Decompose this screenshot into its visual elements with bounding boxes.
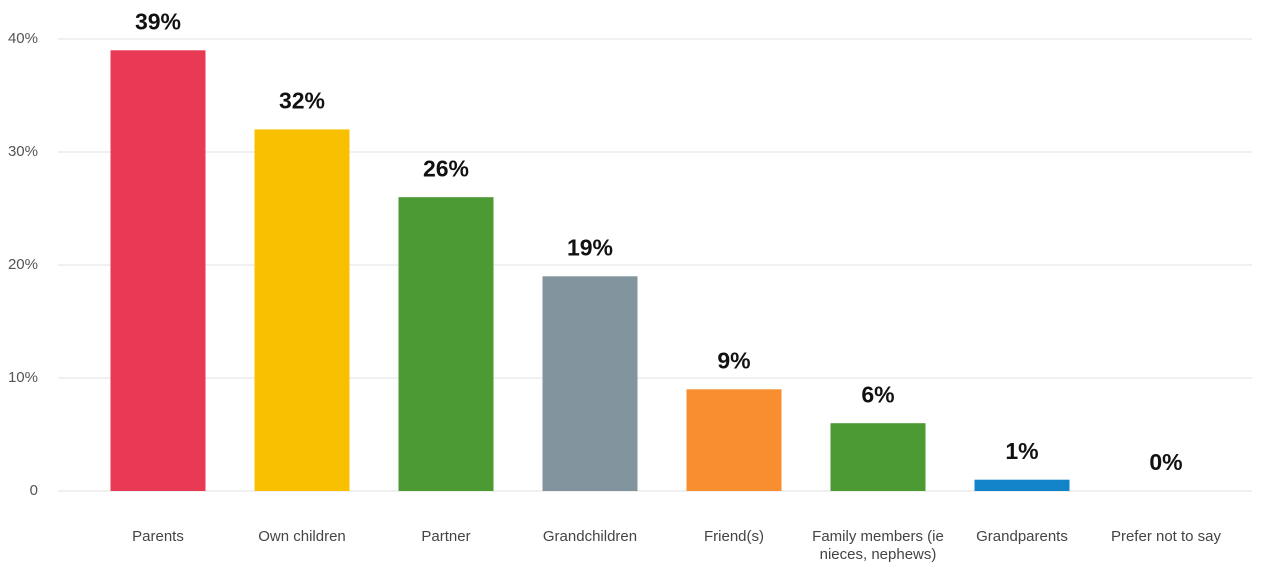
value-label: 0%: [1149, 449, 1182, 475]
x-tick-label: Partner: [421, 528, 471, 545]
value-label: 39%: [135, 8, 181, 34]
value-label: 6%: [861, 381, 894, 407]
bar: [542, 276, 638, 491]
value-label: 9%: [717, 347, 750, 373]
x-tick-label: Friend(s): [703, 528, 764, 545]
value-label: 1%: [1005, 438, 1038, 464]
bar: [974, 479, 1070, 491]
x-tick-label: Grandchildren: [542, 528, 638, 545]
y-tick-label: 0: [30, 482, 38, 499]
bar: [398, 197, 494, 491]
y-tick-label: 30%: [8, 143, 38, 160]
x-tick-label: Parents: [132, 528, 184, 545]
value-label: 26%: [423, 155, 469, 181]
bar: [110, 50, 206, 492]
value-label: 32%: [279, 87, 325, 113]
x-tick-label: Prefer not to say: [1110, 528, 1222, 545]
x-tick-label: Own children: [258, 528, 346, 545]
y-tick-label: 10%: [8, 369, 38, 386]
value-label: 19%: [567, 234, 613, 260]
bar: [830, 423, 926, 491]
bar: [686, 389, 782, 491]
bar: [254, 129, 350, 491]
y-tick-label: 20%: [8, 256, 38, 273]
x-tick-label: Family members (ie nieces, nephews): [812, 528, 944, 563]
y-tick-label: 40%: [8, 30, 38, 47]
x-tick-label: Grandparents: [976, 528, 1068, 545]
